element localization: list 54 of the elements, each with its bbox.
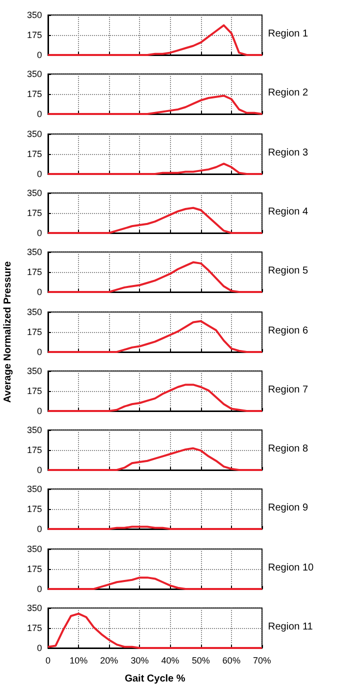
y-tick-label: 350 [26,603,42,613]
y-tick-label: 175 [26,445,42,456]
y-tick-label: 0 [36,346,42,356]
y-tick-label: 175 [26,504,42,514]
y-tick-label: 350 [26,425,42,436]
text: Region 10 [268,562,314,574]
text: Region 7 [268,384,308,396]
x-tick-label: 60% [222,656,240,666]
y-tick-label: 0 [36,584,42,594]
y-tick-label: 0 [36,465,42,476]
x-tick-label: 0 [45,656,51,666]
x-tick-label: 30% [130,656,149,666]
y-tick-label: 350 [26,69,42,80]
y-tick-label: 350 [26,10,42,20]
text: Region 11 [268,622,314,632]
text: Region 9 [268,502,308,514]
text: Region 3 [268,147,308,158]
y-tick-label: 0 [36,109,42,120]
y-tick-label: 175 [26,267,42,278]
y-tick-label: 175 [26,89,42,100]
y-tick-label: 0 [36,524,42,534]
y-tick-label: 0 [36,643,42,653]
text: Region 2 [268,88,308,99]
y-axis-title: Average Normalized Pressure [2,260,14,402]
y-tick-label: 350 [26,544,42,554]
text: Region 1 [268,28,308,40]
y-tick-label: 0 [36,168,42,179]
y-tick-label: 175 [26,564,42,574]
x-tick-label: 70% [252,656,272,666]
y-tick-label: 350 [26,484,42,494]
y-tick-label: 0 [36,287,42,298]
x-tick-label: 40% [161,656,180,666]
y-tick-label: 350 [26,128,42,139]
y-tick-label: 350 [26,306,42,316]
y-tick-label: 175 [26,148,42,159]
x-tick-label: 10% [70,656,88,666]
y-tick-label: 175 [26,326,42,336]
y-tick-label: 175 [26,386,42,396]
text: Region 8 [268,444,308,455]
y-tick-label: 350 [26,188,42,198]
y-tick-label: 0 [36,406,42,416]
x-axis-title: Gait Cycle % [124,674,186,684]
y-tick-label: 350 [26,366,42,376]
text: Region 4 [268,206,308,218]
y-tick-label: 350 [26,247,42,258]
x-tick-label: 50% [192,656,210,666]
y-tick-label: 175 [26,30,42,40]
text: Region 6 [268,325,308,336]
y-tick-label: 0 [36,50,42,60]
y-tick-label: 175 [26,623,42,633]
y-tick-label: 175 [26,208,42,218]
x-tick-label: 20% [100,656,118,666]
y-tick-label: 0 [36,228,42,238]
text: Region 5 [268,266,308,277]
